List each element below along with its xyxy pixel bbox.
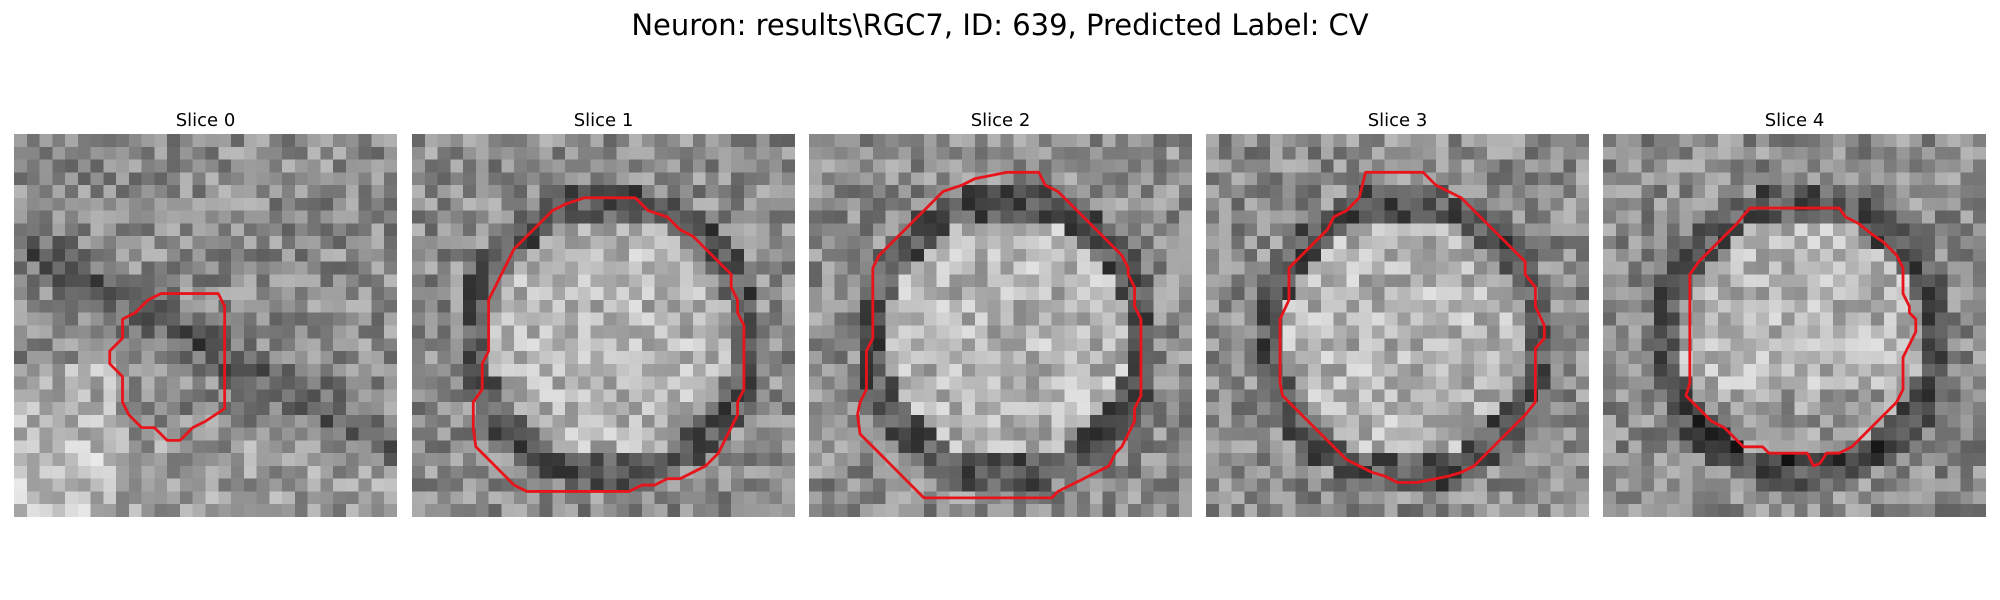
slice-title: Slice 2	[970, 110, 1031, 131]
slice-image	[14, 134, 397, 517]
contour-outline	[1278, 170, 1546, 484]
slice-image	[1603, 134, 1986, 517]
contour-outline	[1684, 206, 1918, 468]
contour-outline	[108, 292, 227, 442]
segmentation-contour	[471, 196, 746, 493]
segmentation-contour	[1684, 206, 1918, 468]
figure-title: Neuron: results\RGC7, ID: 639, Predicted…	[631, 8, 1369, 42]
segmentation-contour	[1278, 170, 1546, 484]
contour-outline	[856, 170, 1143, 500]
slice-image	[1206, 134, 1589, 517]
grayscale-micrograph	[14, 134, 397, 517]
segmentation-contour	[856, 170, 1143, 500]
slice-title: Slice 3	[1367, 110, 1428, 131]
grayscale-micrograph	[1206, 134, 1589, 517]
slice-title: Slice 4	[1764, 110, 1825, 131]
slice-title: Slice 1	[573, 110, 634, 131]
slice-title: Slice 0	[175, 110, 236, 131]
segmentation-contour	[108, 292, 227, 442]
slice-image	[809, 134, 1192, 517]
slice-image	[412, 134, 795, 517]
contour-outline	[471, 196, 746, 493]
